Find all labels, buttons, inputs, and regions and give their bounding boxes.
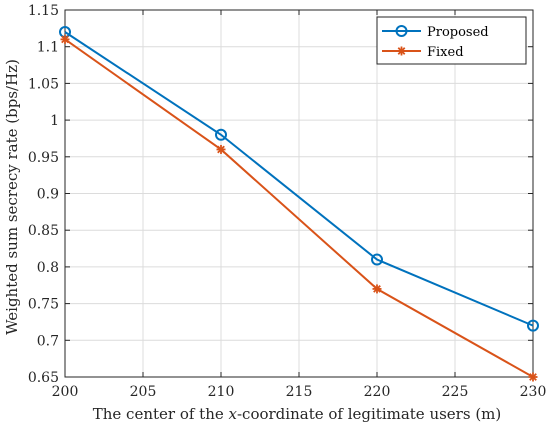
x-tick-label: 220 <box>364 384 391 400</box>
data-point-fixed <box>372 284 382 294</box>
grid <box>64 9 534 378</box>
x-tick-label: 205 <box>130 384 157 400</box>
tick-labels: 200 205 210 215 220 225 230 0.65 0.7 0.75 0.8 0.85 0… <box>28 3 547 400</box>
legend-label: Proposed <box>427 25 489 40</box>
y-tick-label: 0.7 <box>37 333 59 349</box>
x-axis-label-part-1: The center of the <box>93 405 229 423</box>
series-line-proposed <box>64 31 534 327</box>
y-tick-label: 1.1 <box>37 40 59 56</box>
x-tick-label: 215 <box>286 384 313 400</box>
data-point-fixed <box>216 144 226 154</box>
y-tick-label: 1.15 <box>28 3 59 19</box>
y-tick-label: 0.9 <box>37 187 59 203</box>
y-tick-label: 1 <box>50 113 59 129</box>
y-tick-label: 0.75 <box>28 297 59 313</box>
x-axis-label-part-2: -coordinate of legitimate users (m) <box>237 405 501 423</box>
legend-entry-proposed: Proposed <box>382 25 489 40</box>
legend-box <box>376 16 527 65</box>
y-tick-label: 0.8 <box>37 260 59 276</box>
y-axis-label: Weighted sum secrecy rate (bps/Hz) <box>3 59 21 335</box>
data-point-proposed <box>527 319 539 332</box>
x-tick-label: 230 <box>520 384 547 400</box>
legend-marker <box>397 46 406 56</box>
data-point-proposed <box>215 128 227 141</box>
axes <box>64 9 534 378</box>
data-point-proposed <box>371 253 383 266</box>
y-tick-label: 0.65 <box>28 370 59 386</box>
series-fixed <box>60 34 538 382</box>
legend-entry-fixed: Fixed <box>382 45 464 60</box>
x-axis-label-variable: x <box>229 405 238 423</box>
x-tick-label: 210 <box>208 384 235 400</box>
series-line-fixed <box>64 38 534 378</box>
x-tick-label: 200 <box>52 384 79 400</box>
series-layer <box>59 26 539 382</box>
x-tick-label: 225 <box>442 384 469 400</box>
data-point-fixed <box>528 372 538 382</box>
y-tick-label: 1.05 <box>28 76 59 92</box>
legend: Proposed Fixed <box>376 16 527 65</box>
legend-marker <box>395 25 408 37</box>
y-tick-label: 0.85 <box>28 223 59 239</box>
x-axis-label: The center of the x-coordinate of legiti… <box>93 405 502 423</box>
y-tick-label: 0.95 <box>28 150 59 166</box>
data-point-fixed <box>60 34 70 44</box>
legend-label: Fixed <box>427 45 464 60</box>
